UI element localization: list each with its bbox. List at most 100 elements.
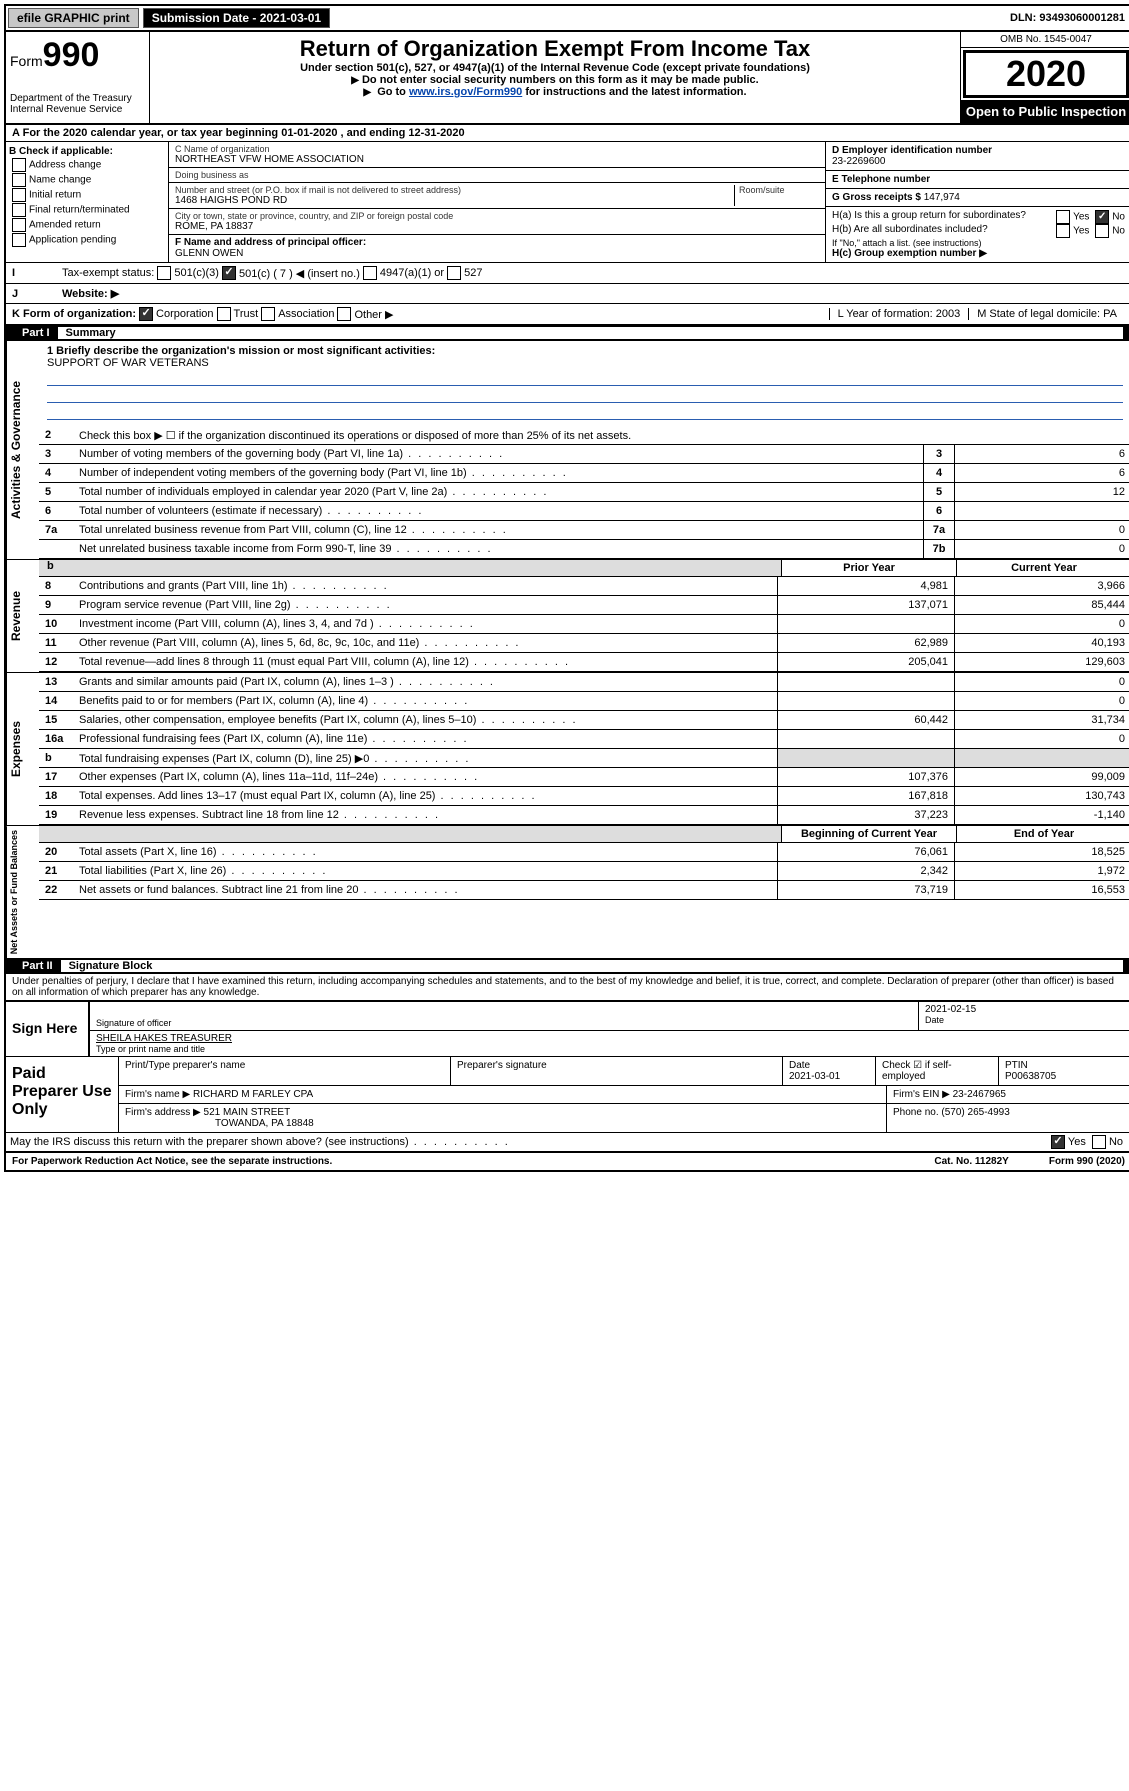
gov-line: 7a Total unrelated business revenue from… [39, 521, 1129, 540]
data-line: 17 Other expenses (Part IX, column (A), … [39, 768, 1129, 787]
firm-addr2: TOWANDA, PA 18848 [125, 1118, 314, 1129]
yes-1: Yes [1073, 212, 1089, 223]
data-line: 16a Professional fundraising fees (Part … [39, 730, 1129, 749]
form-number: 990 [43, 36, 100, 74]
hc-label: H(c) Group exemption number ▶ [832, 248, 1125, 259]
cb-amended[interactable] [12, 218, 26, 232]
cb-assoc[interactable] [261, 307, 275, 321]
prep-sig-hdr: Preparer's signature [451, 1057, 783, 1085]
gov-line: Net unrelated business taxable income fr… [39, 540, 1129, 559]
dln-label: DLN: 93493060001281 [1010, 12, 1129, 24]
data-line: 15 Salaries, other compensation, employe… [39, 711, 1129, 730]
signer-name: SHEILA HAKES TREASURER [96, 1033, 1125, 1044]
data-line: 19 Revenue less expenses. Subtract line … [39, 806, 1129, 825]
cb-initial[interactable] [12, 188, 26, 202]
underline [47, 405, 1123, 420]
end-year-hdr: End of Year [956, 826, 1129, 842]
expenses-section: Expenses 13 Grants and similar amounts p… [6, 672, 1129, 825]
right-column: D Employer identification number 23-2269… [825, 142, 1129, 262]
firm-phone-label: Phone no. [893, 1107, 939, 1118]
rev-b: b [39, 560, 54, 572]
vlabel-exp: Expenses [6, 673, 39, 825]
submission-date-button[interactable]: Submission Date - 2021-03-01 [143, 8, 330, 28]
paid-title: Paid Preparer Use Only [6, 1057, 119, 1132]
hb-label: H(b) Are all subordinates included? [832, 224, 988, 238]
cb-527[interactable] [447, 266, 461, 280]
ha-no[interactable]: ✓ [1095, 210, 1109, 224]
data-line: 13 Grants and similar amounts paid (Part… [39, 673, 1129, 692]
cb-name[interactable] [12, 173, 26, 187]
mission-box: 1 Briefly describe the organization's mi… [39, 341, 1129, 426]
self-emp: Check ☑ if self-employed [876, 1057, 999, 1085]
ptin-hdr: PTIN [1005, 1060, 1028, 1071]
sig-officer-label: Signature of officer [96, 1018, 912, 1028]
prep-date-hdr: Date [789, 1060, 810, 1071]
gross-value: 147,974 [924, 192, 960, 203]
paid-preparer: Paid Preparer Use Only Print/Type prepar… [6, 1056, 1129, 1132]
form-container: Form990 Department of the Treasury Inter… [4, 32, 1129, 1172]
data-line: 18 Total expenses. Add lines 13–17 (must… [39, 787, 1129, 806]
o-527: 527 [464, 267, 482, 279]
part2-title: Signature Block [61, 960, 1123, 972]
gov-line: 5 Total number of individuals employed i… [39, 483, 1129, 502]
ha-label: H(a) Is this a group return for subordin… [832, 210, 1026, 224]
sig-date-label: Date [925, 1015, 1125, 1025]
begin-year-hdr: Beginning of Current Year [781, 826, 956, 842]
hb-note: If "No," attach a list. (see instruction… [832, 238, 1125, 248]
form-header: Form990 Department of the Treasury Inter… [6, 32, 1129, 125]
cb-501c3[interactable] [157, 266, 171, 280]
efile-button[interactable]: efile GRAPHIC print [8, 8, 139, 28]
discuss-yes: Yes [1068, 1136, 1086, 1148]
row-i: I Tax-exempt status: 501(c)(3) ✓501(c) (… [6, 263, 1129, 284]
sign-here: Sign Here [6, 1002, 90, 1056]
subtitle-3: Go to www.irs.gov/Form990 for instructio… [154, 86, 956, 98]
discuss-no-cb[interactable] [1092, 1135, 1106, 1149]
addr-label: Number and street (or P.O. box if mail i… [175, 185, 734, 195]
tax-status-label: Tax-exempt status: [62, 267, 154, 279]
hb-no[interactable] [1095, 224, 1109, 238]
box-b-label: B Check if applicable: [9, 146, 165, 157]
o-corp: Corporation [156, 308, 213, 320]
opt-initial: Initial return [29, 190, 81, 201]
tax-year: 2020 [963, 50, 1129, 98]
officer-name: GLENN OWEN [175, 248, 243, 259]
net-header: Beginning of Current Year End of Year [39, 826, 1129, 843]
cb-4947[interactable] [363, 266, 377, 280]
cb-final[interactable] [12, 203, 26, 217]
cb-trust[interactable] [217, 307, 231, 321]
discuss-yes-cb[interactable]: ✓ [1051, 1135, 1065, 1149]
cb-address[interactable] [12, 158, 26, 172]
prior-year-hdr: Prior Year [781, 560, 956, 576]
ptin-val: P00638705 [1005, 1071, 1056, 1082]
rev-header: b Prior Year Current Year [39, 560, 1129, 577]
room-suite: Room/suite [734, 185, 819, 206]
vlabel-gov: Activities & Governance [6, 341, 39, 559]
sig-date: 2021-02-15 [925, 1004, 1125, 1015]
data-line: 9 Program service revenue (Part VIII, li… [39, 596, 1129, 615]
omb-number: OMB No. 1545-0047 [961, 32, 1129, 48]
underline [47, 388, 1123, 403]
hb-yes[interactable] [1056, 224, 1070, 238]
gov-line: 6 Total number of volunteers (estimate i… [39, 502, 1129, 521]
ein-label: D Employer identification number [832, 145, 1125, 156]
cb-other[interactable] [337, 307, 351, 321]
top-toolbar: efile GRAPHIC print Submission Date - 20… [4, 4, 1129, 32]
irs-link[interactable]: www.irs.gov/Form990 [409, 86, 522, 98]
block-a-h: B Check if applicable: Address change Na… [6, 142, 1129, 263]
o-4947: 4947(a)(1) or [380, 267, 444, 279]
ha-yes[interactable] [1056, 210, 1070, 224]
cb-corp[interactable]: ✓ [139, 307, 153, 321]
firm-phone: (570) 265-4993 [941, 1107, 1009, 1118]
opt-pending: Application pending [29, 235, 116, 246]
ein-value: 23-2269600 [832, 156, 1125, 167]
period-text: For the 2020 calendar year, or tax year … [23, 127, 465, 139]
cb-501c[interactable]: ✓ [222, 266, 236, 280]
city-label: City or town, state or province, country… [175, 211, 453, 221]
cb-pending[interactable] [12, 233, 26, 247]
discuss-no: No [1109, 1136, 1123, 1148]
form-prefix: Form [10, 53, 43, 69]
data-line: 10 Investment income (Part VIII, column … [39, 615, 1129, 634]
mission-text: SUPPORT OF WAR VETERANS [47, 357, 1123, 369]
year-formation: L Year of formation: 2003 [829, 308, 969, 320]
part1-title: Summary [58, 327, 1123, 339]
